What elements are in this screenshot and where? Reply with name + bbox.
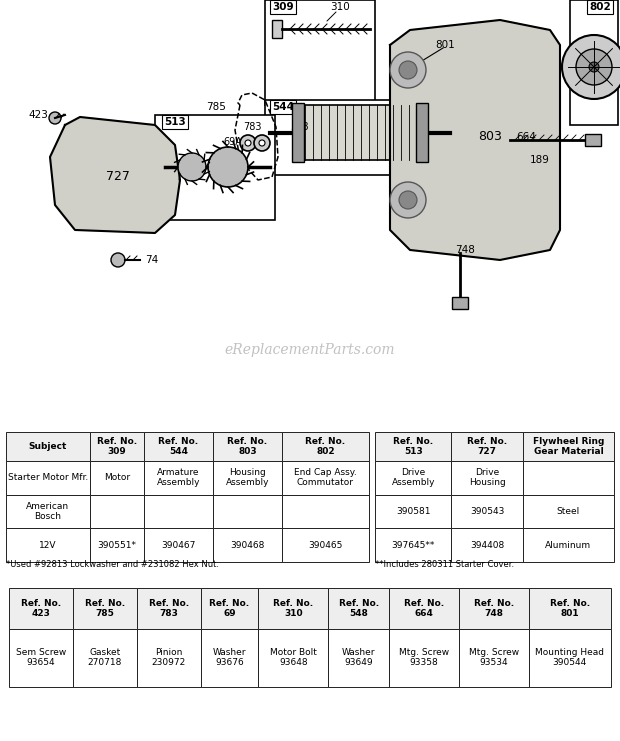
Bar (416, 103, 428, 162)
Text: 309: 309 (272, 2, 294, 12)
Text: 310: 310 (330, 2, 350, 12)
Text: 664: 664 (516, 132, 536, 142)
Text: 69A: 69A (223, 137, 242, 147)
Text: 189: 189 (530, 155, 550, 165)
Text: 74: 74 (145, 255, 158, 265)
Bar (265, 0, 375, 105)
Text: 783: 783 (244, 122, 262, 132)
Circle shape (208, 147, 248, 187)
Circle shape (589, 62, 599, 72)
Bar (570, 0, 618, 125)
Bar (272, 20, 282, 38)
Text: **Includes 280311 Starter Cover.: **Includes 280311 Starter Cover. (375, 560, 514, 569)
Bar (585, 134, 601, 146)
Circle shape (111, 253, 125, 267)
Circle shape (245, 140, 251, 146)
Text: 548: 548 (290, 122, 309, 132)
Text: 513: 513 (164, 117, 186, 127)
Bar (452, 297, 468, 309)
Circle shape (390, 182, 426, 218)
Circle shape (399, 191, 417, 209)
Bar (265, 100, 440, 175)
Text: 748: 748 (455, 245, 475, 255)
Bar (300, 105, 420, 160)
Text: 802: 802 (589, 2, 611, 12)
Text: 801: 801 (435, 40, 455, 50)
Text: 803: 803 (478, 130, 502, 144)
Polygon shape (390, 20, 560, 260)
Polygon shape (50, 117, 180, 233)
Circle shape (49, 112, 61, 124)
Circle shape (562, 35, 620, 99)
Circle shape (576, 49, 612, 85)
Text: 727: 727 (106, 170, 130, 184)
Circle shape (399, 61, 417, 79)
Bar (155, 115, 275, 220)
Circle shape (390, 52, 426, 88)
Text: eReplacementParts.com: eReplacementParts.com (224, 343, 396, 357)
Circle shape (259, 140, 265, 146)
Text: 423: 423 (28, 110, 48, 120)
Circle shape (240, 135, 256, 151)
Text: 544: 544 (272, 102, 294, 112)
Circle shape (254, 135, 270, 151)
Text: *Used #92813 Lockwasher and #231082 Hex Nut.: *Used #92813 Lockwasher and #231082 Hex … (6, 560, 219, 569)
Circle shape (178, 153, 206, 181)
Bar (292, 103, 304, 162)
Text: 785: 785 (206, 102, 226, 112)
